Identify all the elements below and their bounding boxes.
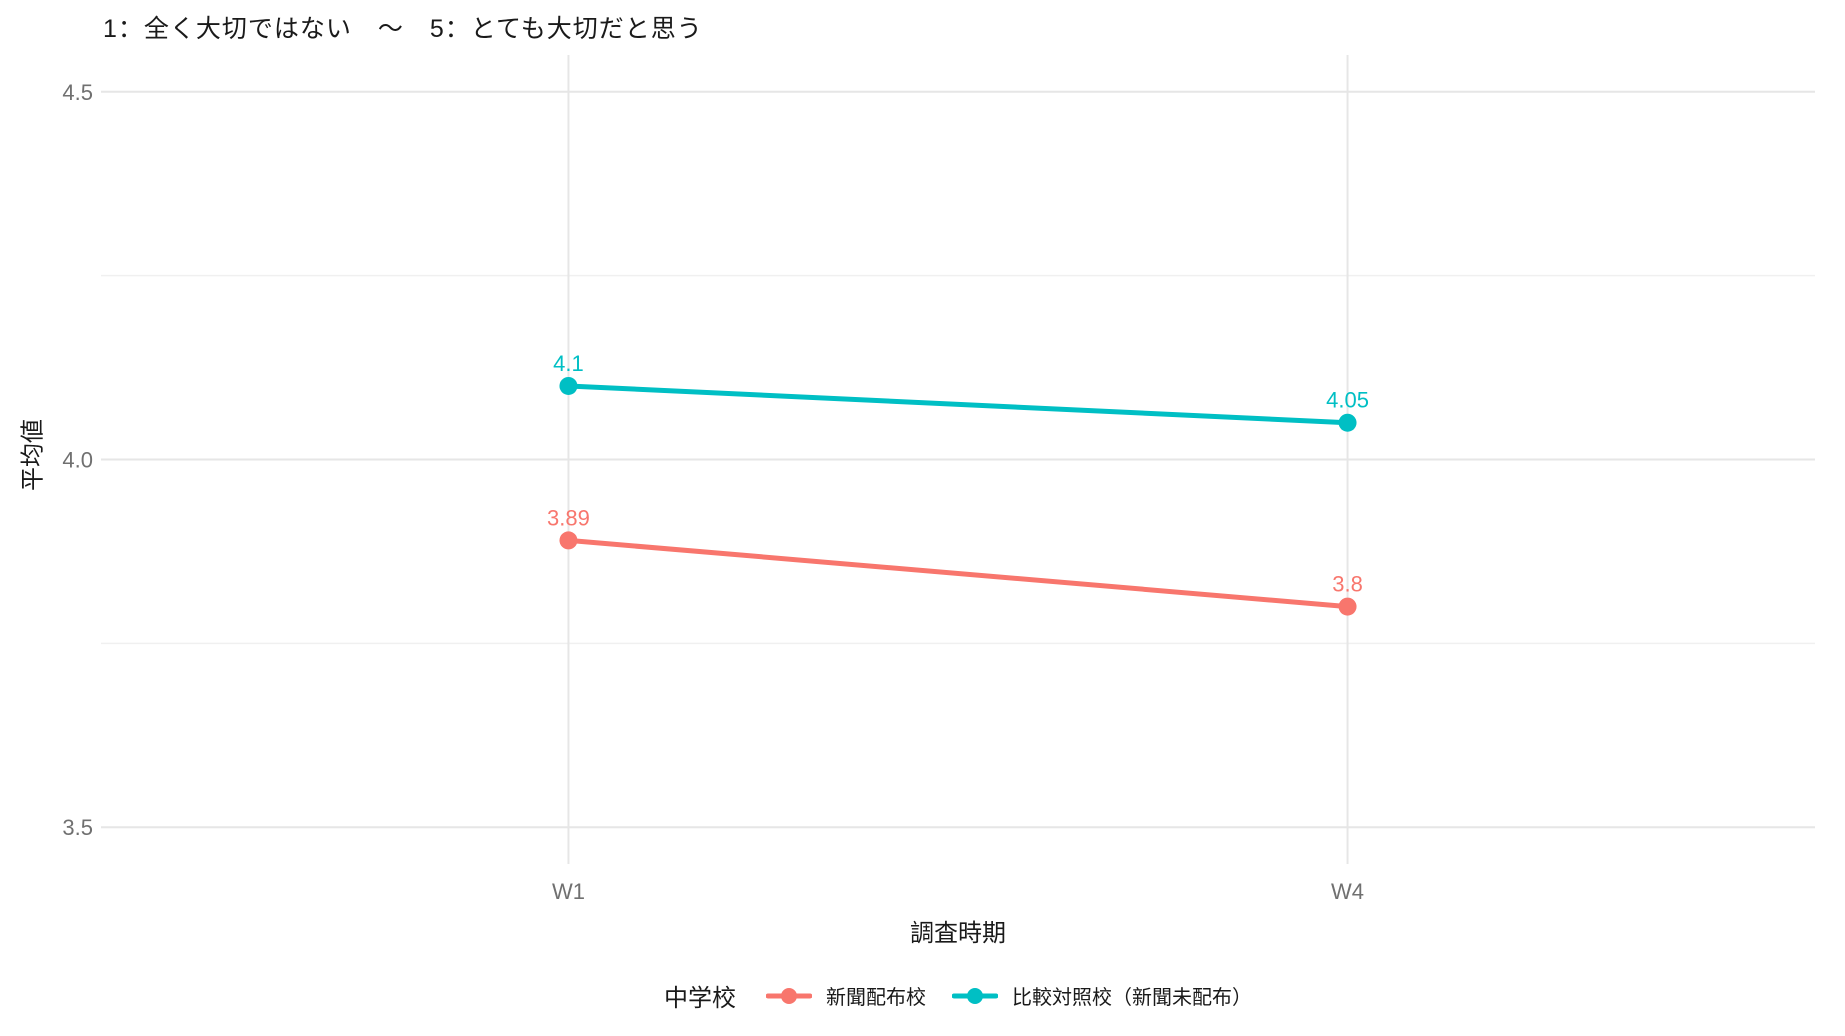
data-point <box>559 376 578 395</box>
x-axis-title: 調査時期 <box>910 920 1006 947</box>
legend-item-label: 新聞配布校 <box>826 987 926 1009</box>
chart-title: 1：全く大切ではない 〜 5：とても大切だと思う <box>103 15 703 43</box>
data-point-label: 4.1 <box>553 351 584 376</box>
legend-item-0: 新聞配布校 <box>766 981 926 1010</box>
legend-title: 中学校 <box>664 985 736 1012</box>
y-tick-label: 3.5 <box>62 815 93 840</box>
legend-item-label: 比較対照校（新聞未配布） <box>1012 987 1252 1009</box>
legend-key-icon <box>766 987 812 1004</box>
data-point-label: 3.8 <box>1332 572 1363 597</box>
x-tick-label: W1 <box>552 879 585 904</box>
data-point-label: 4.05 <box>1326 388 1369 413</box>
data-point-label: 3.89 <box>547 505 590 530</box>
legend-key-icon <box>952 987 998 1004</box>
data-point <box>1338 413 1357 432</box>
legend: 中学校 新聞配布校 比較対照校（新聞未配布） <box>101 978 1815 1013</box>
series-line-1 <box>565 383 1351 426</box>
legend-items: 新聞配布校 比較対照校（新聞未配布） <box>758 981 1252 1010</box>
y-tick-label: 4.5 <box>62 80 93 105</box>
series-line-0 <box>565 537 1351 610</box>
y-tick-label: 4.0 <box>62 448 93 473</box>
data-point <box>559 531 578 550</box>
data-point <box>1338 597 1357 616</box>
legend-item-1: 比較対照校（新聞未配布） <box>952 981 1252 1010</box>
x-tick-label: W4 <box>1331 879 1364 904</box>
